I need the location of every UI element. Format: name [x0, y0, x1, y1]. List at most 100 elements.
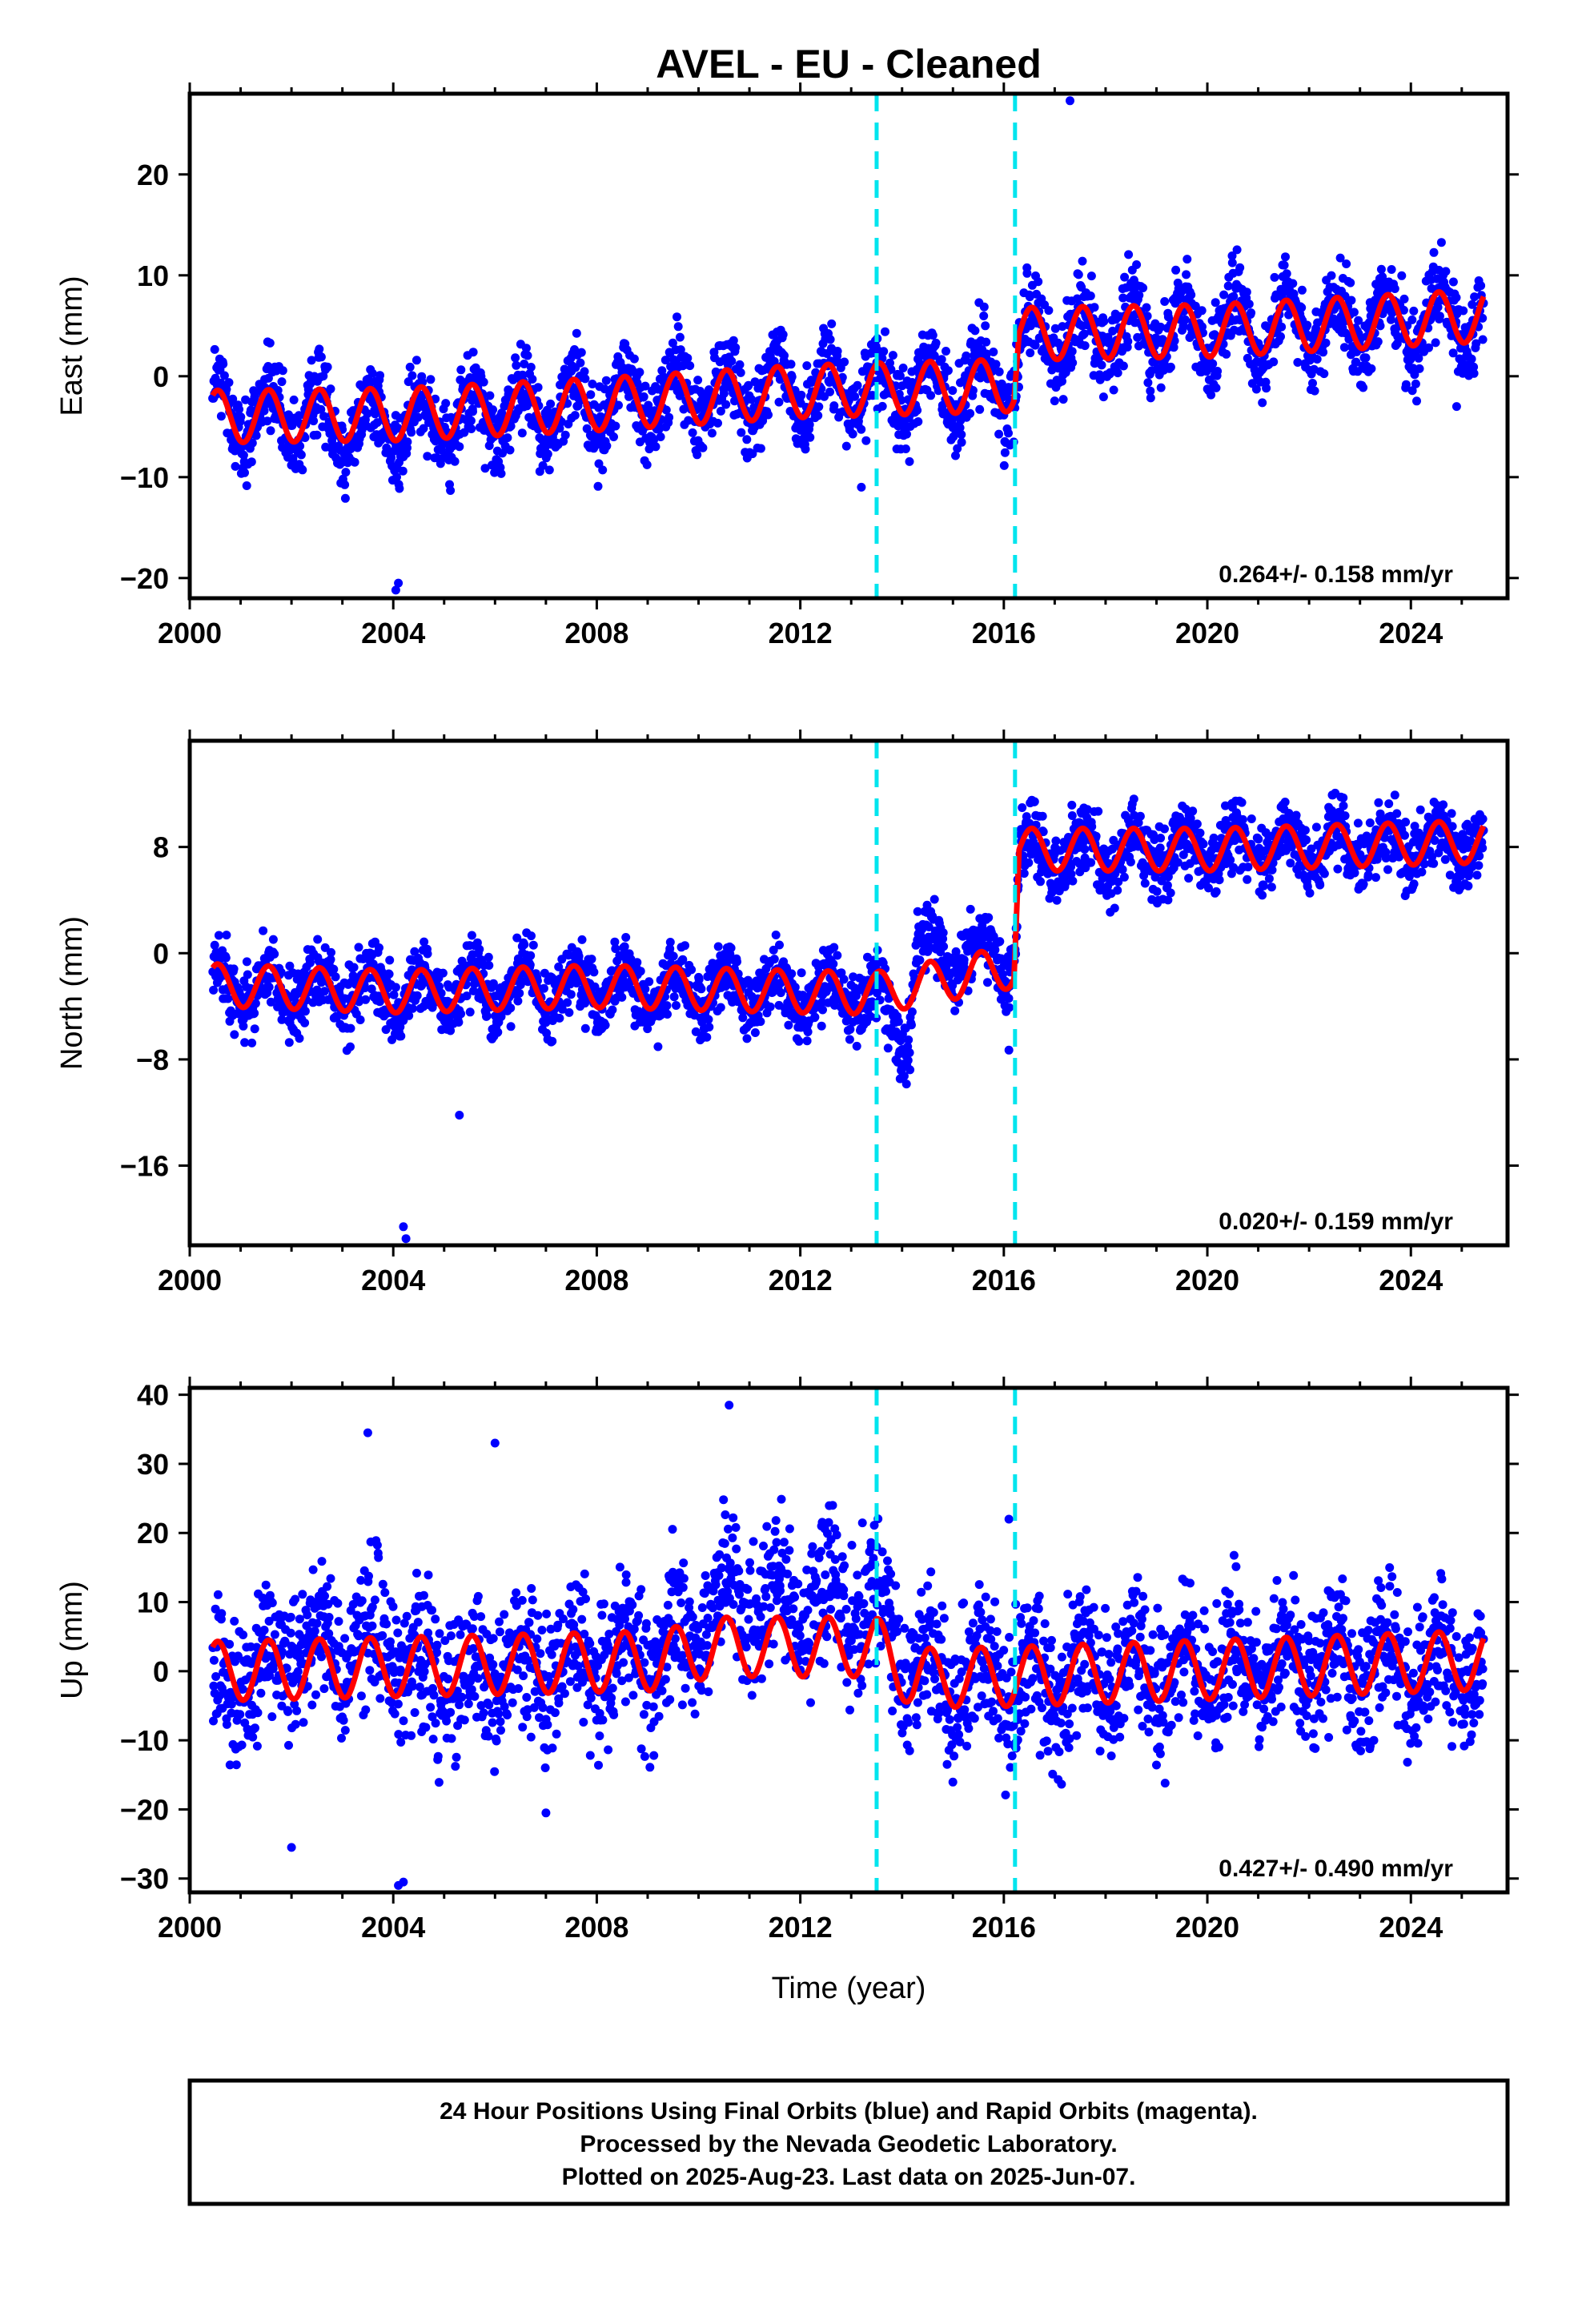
position-points — [208, 788, 1488, 1244]
position-point — [926, 391, 936, 400]
position-point — [300, 1018, 310, 1027]
position-point — [396, 1022, 405, 1031]
position-point — [506, 421, 516, 431]
position-point — [259, 926, 268, 935]
position-point — [1469, 368, 1479, 378]
position-point — [307, 356, 316, 365]
position-point — [786, 360, 796, 369]
position-point — [1227, 251, 1237, 260]
model-fit-line — [210, 289, 1487, 445]
position-point — [903, 1055, 913, 1065]
position-point — [1022, 268, 1032, 278]
position-point — [818, 1005, 827, 1015]
position-point — [1339, 343, 1349, 352]
position-point — [737, 428, 746, 437]
position-point — [412, 991, 422, 1000]
position-point — [1004, 994, 1014, 1003]
position-point-outlier — [1066, 96, 1074, 106]
position-point — [1067, 800, 1077, 810]
position-point — [1264, 874, 1274, 883]
position-point — [423, 949, 432, 959]
position-point — [1018, 803, 1027, 812]
position-point — [403, 437, 412, 447]
position-point — [1293, 358, 1303, 367]
position-point — [614, 400, 623, 410]
x-tick-label: 2000 — [158, 617, 222, 649]
position-point — [902, 429, 911, 439]
position-points — [208, 96, 1488, 595]
position-point — [251, 999, 260, 1008]
y-axis-label: East (mm) — [55, 275, 89, 416]
position-point — [210, 940, 219, 950]
position-point — [611, 421, 620, 431]
position-point — [1129, 794, 1138, 804]
position-point — [450, 456, 460, 466]
position-point — [827, 319, 837, 328]
position-point — [810, 1012, 820, 1022]
position-point — [548, 1036, 557, 1046]
position-point — [465, 1007, 475, 1017]
position-point — [608, 1005, 617, 1015]
position-point — [1188, 806, 1198, 816]
position-point — [363, 409, 372, 418]
position-point — [1312, 355, 1322, 364]
position-point — [801, 444, 810, 454]
position-point — [480, 464, 490, 473]
position-point — [239, 450, 248, 460]
position-point — [716, 406, 725, 416]
position-point — [1433, 303, 1443, 312]
position-point — [895, 371, 905, 380]
position-point-outlier — [1452, 402, 1461, 412]
position-point — [533, 383, 543, 392]
position-point — [316, 404, 326, 414]
position-point — [1375, 321, 1385, 331]
position-point — [1349, 308, 1359, 317]
position-point — [222, 931, 231, 940]
position-point — [511, 353, 520, 363]
position-point — [937, 355, 946, 364]
position-point — [1254, 834, 1263, 844]
position-point — [727, 356, 737, 366]
position-point — [1302, 835, 1311, 845]
position-point — [295, 1034, 304, 1043]
position-point — [1235, 263, 1245, 272]
position-point — [484, 961, 494, 970]
position-point — [264, 983, 274, 992]
position-point — [340, 480, 350, 489]
position-point — [546, 399, 556, 408]
position-point — [580, 1023, 590, 1033]
position-point — [1258, 891, 1267, 900]
position-point — [229, 964, 239, 974]
position-point — [512, 360, 521, 370]
position-point — [905, 456, 914, 466]
position-point — [756, 1017, 765, 1027]
position-point — [1004, 428, 1013, 438]
position-point — [780, 351, 789, 360]
position-point — [331, 972, 340, 982]
position-point — [713, 942, 723, 951]
position-point — [1123, 336, 1133, 346]
position-point — [263, 416, 272, 426]
position-point — [396, 1031, 406, 1041]
position-point — [729, 336, 738, 345]
position-point — [1247, 308, 1256, 318]
x-tick-label: 2020 — [1175, 617, 1239, 649]
position-point — [266, 997, 275, 1007]
position-point — [656, 432, 665, 441]
position-point — [209, 985, 219, 995]
position-point — [693, 376, 703, 385]
position-point-outlier — [391, 585, 400, 595]
position-point — [368, 959, 378, 969]
position-point — [312, 430, 322, 440]
position-point — [466, 416, 476, 425]
position-point — [1478, 335, 1488, 344]
y-tick-label: 20 — [137, 159, 169, 191]
position-point — [968, 386, 978, 395]
position-point — [221, 953, 231, 963]
position-point — [521, 344, 531, 353]
position-point — [284, 1038, 294, 1047]
position-point — [285, 961, 295, 971]
position-point — [240, 468, 249, 477]
position-point — [1097, 360, 1106, 370]
position-point — [764, 410, 773, 420]
